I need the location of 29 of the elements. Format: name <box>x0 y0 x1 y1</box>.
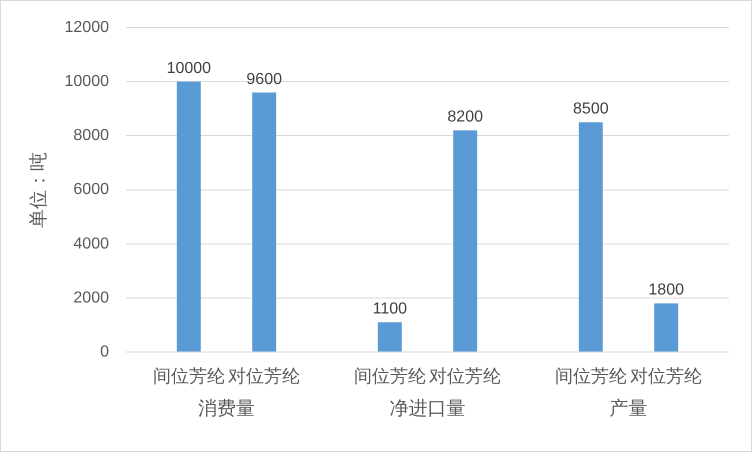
data-label: 1800 <box>648 282 684 299</box>
y-tick-label: 0 <box>100 343 110 360</box>
data-label: 8500 <box>573 100 609 118</box>
y-tick-label: 12000 <box>64 19 110 36</box>
series-label: 间位芳纶 <box>152 366 225 386</box>
x-tick-label: 消费量 <box>198 398 255 420</box>
y-tick-label: 10000 <box>64 73 110 90</box>
text: 对位芳纶 <box>429 366 502 386</box>
y-tick-label: 8000 <box>73 127 110 144</box>
data-label: 8200 <box>447 108 484 126</box>
bar <box>453 130 478 352</box>
bar <box>378 322 402 352</box>
y-tick-label: 4000 <box>73 235 110 252</box>
y-axis-title: 单位：吨 <box>28 152 50 228</box>
bar <box>176 82 201 352</box>
data-label: 10000 <box>166 60 212 78</box>
bar <box>578 122 603 352</box>
series-label: 对位芳纶 <box>228 366 300 386</box>
y-tick-label: 2000 <box>73 289 110 306</box>
data-label: 1100 <box>372 300 408 318</box>
x-tick-label: 产量 <box>610 398 648 420</box>
text: 对位芳纶 <box>630 366 702 386</box>
data-label: 9600 <box>246 70 282 88</box>
text: 间位芳纶 <box>554 366 627 386</box>
x-tick-label: 净进口量 <box>390 398 466 420</box>
bar <box>252 92 276 352</box>
bar <box>654 303 678 352</box>
y-tick-label: 6000 <box>73 181 110 198</box>
text: 间位芳纶 <box>354 366 426 386</box>
